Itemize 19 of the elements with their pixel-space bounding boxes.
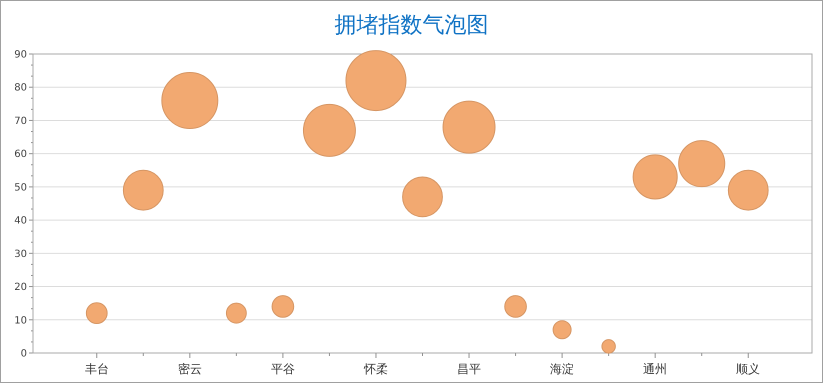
- y-tick-label: 90: [14, 50, 27, 60]
- y-tick-label: 0: [20, 348, 27, 360]
- x-tick-label: 怀柔: [362, 362, 388, 376]
- x-tick-label: 通州: [643, 362, 668, 376]
- y-tick-label: 80: [14, 82, 27, 94]
- y-tick-label: 30: [14, 248, 27, 260]
- y-tick-label: 50: [14, 182, 27, 194]
- x-tick-label: 密云: [178, 362, 202, 376]
- x-tick-label: 昌平: [457, 362, 482, 376]
- y-tick-label: 60: [14, 149, 27, 160]
- y-tick-label: 10: [14, 315, 27, 326]
- x-tick-label: 丰台: [84, 362, 109, 376]
- y-tick-label: 70: [14, 116, 27, 127]
- x-tick-label: 平谷: [270, 362, 295, 376]
- x-tick-label: 海淀: [550, 362, 574, 376]
- y-tick-label: 20: [14, 282, 27, 294]
- x-tick-label: 顺义: [736, 362, 760, 376]
- y-tick-label: 40: [14, 216, 27, 227]
- chart-title: 拥堵指数气泡图: [334, 13, 488, 38]
